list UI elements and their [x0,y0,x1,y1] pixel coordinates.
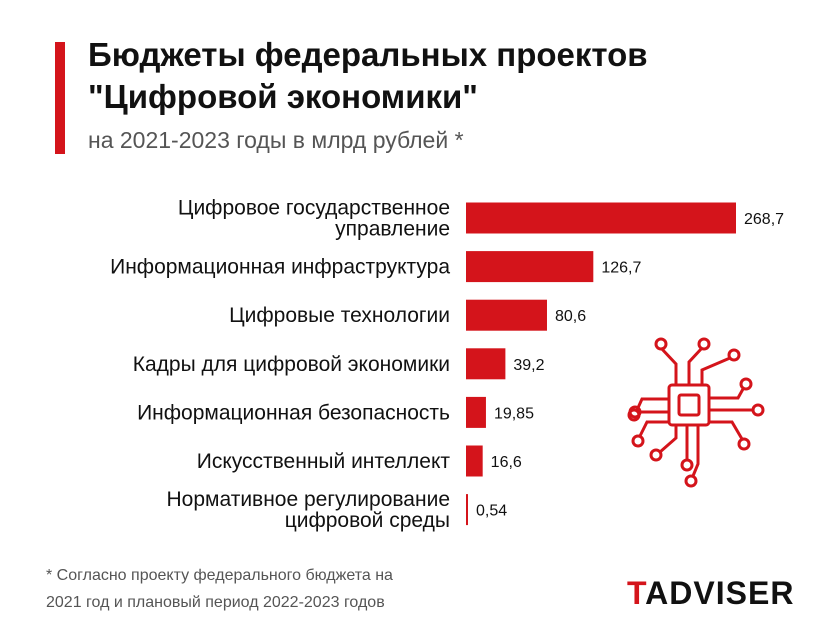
bar-0 [466,202,736,234]
tadviser-logo[interactable]: TADVISER [627,575,794,612]
category-label-4: Информационная безопасность [137,401,450,424]
logo-first-letter: T [627,575,646,611]
bar-3 [466,348,506,380]
bar-1 [466,251,594,283]
bar-4 [466,396,486,428]
category-label-6: Нормативное регулирование цифровой среды [167,488,450,532]
footnote-line-1: * Согласно проекту федерального бюджета … [46,567,393,584]
category-label-1: Информационная инфраструктура [110,256,450,279]
value-label-4: 19,85 [494,405,534,422]
chart-subtitle: на 2021-2023 годы в млрд рублей * [88,127,464,153]
chart-title: Бюджеты федеральных проектов "Цифровой э… [88,34,808,118]
value-label-0: 268,7 [744,211,784,228]
value-label-5: 16,6 [491,454,522,471]
value-label-3: 39,2 [513,357,544,374]
category-label-2: Цифровые технологии [229,304,450,327]
title-line-2: "Цифровой экономики" [88,78,478,115]
value-label-1: 126,7 [601,260,641,277]
category-label-5: Искусственный интеллект [197,450,451,473]
bar-5 [466,445,483,477]
footnote: * Согласно проекту федерального бюджета … [46,562,506,616]
category-label-3: Кадры для цифровой экономики [133,353,450,376]
logo-rest: ADVISER [645,575,795,611]
footnote-line-2: 2021 год и плановый период 2022-2023 год… [46,594,385,611]
title-accent-bar [55,42,65,154]
bar-2 [466,299,547,331]
bar-6 [466,494,468,526]
value-label-6: 0,54 [476,503,507,520]
title-line-1: Бюджеты федеральных проектов [88,36,648,73]
microchip-icon [627,337,765,488]
value-label-2: 80,6 [555,308,586,325]
category-label-0: Цифровое государственное управление [178,197,450,241]
